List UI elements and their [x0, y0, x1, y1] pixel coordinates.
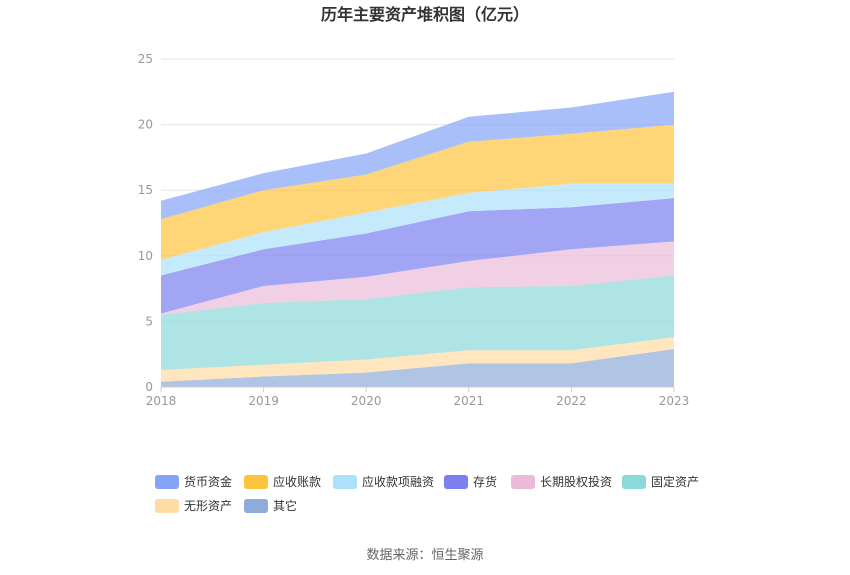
area-series-1 — [161, 337, 674, 382]
legend-swatch — [155, 475, 179, 489]
legend-label: 存货 — [473, 474, 497, 489]
legend-item[interactable]: 应收账款 — [244, 474, 321, 489]
legend-label: 货币资金 — [184, 474, 232, 489]
legend-swatch — [333, 475, 357, 489]
area-series-4 — [161, 198, 674, 314]
legend-item[interactable]: 货币资金 — [155, 474, 232, 489]
legend-label: 应收款项融资 — [362, 474, 434, 489]
y-tick-label: 0 — [145, 380, 153, 394]
x-tick-label: 2021 — [454, 394, 485, 408]
legend-swatch — [244, 475, 268, 489]
legend-item[interactable]: 其它 — [244, 498, 297, 513]
area-series-6 — [161, 124, 674, 260]
area-series-2 — [161, 275, 674, 370]
legend-swatch — [244, 499, 268, 513]
y-tick-label: 10 — [138, 249, 153, 263]
x-tick-label: 2020 — [351, 394, 382, 408]
area-series-3 — [161, 241, 674, 315]
legend-item[interactable]: 无形资产 — [155, 499, 232, 513]
legend-item[interactable]: 长期股权投资 — [511, 474, 612, 489]
legend-label: 应收账款 — [273, 474, 321, 489]
legend-label: 固定资产 — [651, 474, 699, 489]
area-series-group — [161, 91, 674, 387]
area-series-7 — [161, 91, 674, 220]
legend-swatch — [511, 475, 535, 489]
area-series-0 — [161, 348, 674, 387]
legend-label: 无形资产 — [184, 499, 232, 513]
x-tick-label: 2019 — [248, 394, 279, 408]
y-tick-label: 25 — [138, 52, 153, 66]
legend-swatch — [444, 475, 468, 489]
x-tick-label: 2022 — [556, 394, 587, 408]
axes: 0 5 10 15 20 25 2018 2019 2020 2021 2022 2023 — [138, 52, 690, 408]
area-series-5 — [161, 183, 674, 276]
legend-item[interactable]: 存货 — [444, 474, 497, 489]
chart-title: 历年主要资产堆积图（亿元） — [321, 5, 529, 24]
legend-item[interactable]: 固定资产 — [622, 474, 699, 489]
y-tick-label: 15 — [138, 183, 153, 197]
x-tick-label: 2023 — [659, 394, 690, 408]
data-source-note: 数据来源：恒生聚源 — [366, 548, 483, 563]
legend-swatch — [622, 475, 646, 489]
legend-swatch — [155, 499, 179, 513]
x-tick-label: 2018 — [146, 394, 177, 408]
y-tick-label: 20 — [138, 118, 153, 132]
legend-item[interactable]: 应收款项融资 — [333, 474, 434, 489]
y-tick-label: 5 — [145, 314, 153, 328]
legend-label: 其它 — [273, 498, 297, 513]
legend-label: 长期股权投资 — [540, 474, 612, 489]
